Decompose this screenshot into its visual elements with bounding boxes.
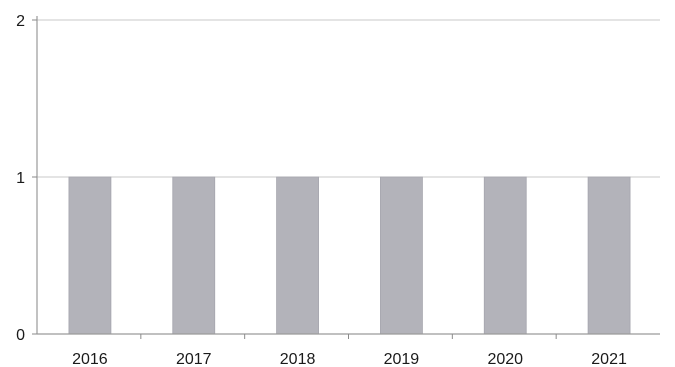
x-tick-label-2021: 2021 [591, 351, 627, 367]
x-tick-label-2017: 2017 [176, 351, 212, 367]
y-tick-labels: 0 1 2 [16, 13, 37, 344]
bar-2020 [483, 176, 527, 335]
axes [36, 16, 660, 335]
bar-2016 [68, 176, 112, 335]
x-tick-label-2019: 2019 [384, 351, 420, 367]
bar-2021 [587, 176, 631, 335]
x-tick-label-2016: 2016 [72, 351, 108, 367]
y-tick-label: 0 [16, 327, 25, 344]
x-tick-labels: 2016 2017 2018 2019 2020 2021 [72, 334, 627, 367]
bar-2017 [172, 176, 216, 335]
y-tick-label: 2 [16, 13, 25, 30]
bars [68, 176, 631, 335]
y-tick-label: 1 [16, 170, 25, 187]
bar-2018 [276, 176, 319, 335]
x-tick-label-2018: 2018 [280, 351, 316, 367]
x-tick-label-2020: 2020 [487, 351, 523, 367]
gridlines [37, 19, 660, 178]
bar-2019 [380, 176, 423, 335]
